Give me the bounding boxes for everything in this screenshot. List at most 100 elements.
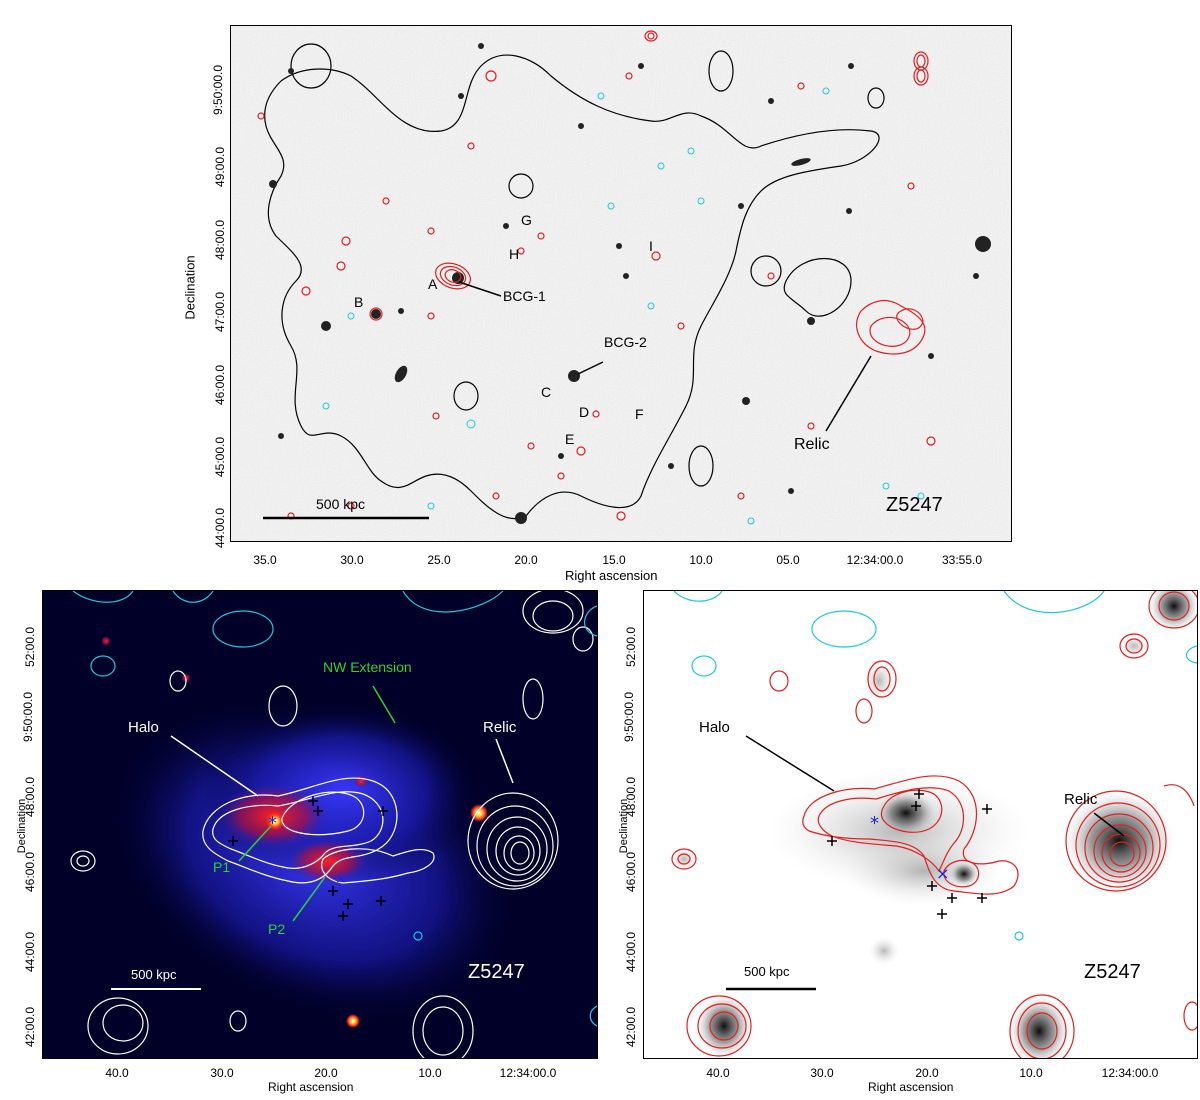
scale-bar-label: 500 kpc	[744, 964, 790, 979]
ra-tick: 25.0	[427, 553, 451, 567]
dec-tick: 42:00.0	[624, 1006, 639, 1048]
ra-tick: 10.0	[1019, 1066, 1043, 1080]
ra-tick: 30.0	[340, 553, 364, 567]
ra-tick: 35.0	[253, 553, 277, 567]
radio-panel-graphics: * ×	[670, 591, 1197, 1058]
ra-tick: 30.0	[210, 1066, 234, 1080]
negative-contours	[673, 591, 1197, 941]
radio-contours	[671, 591, 1197, 1058]
nw-pointer	[372, 685, 396, 724]
dec-tick: 45:00.0	[213, 436, 228, 478]
label-a: A	[428, 276, 438, 292]
relic-pointer	[825, 355, 872, 432]
bcg2-pointer	[577, 361, 604, 375]
panel-name: Z5247	[468, 961, 525, 983]
dec-tick: 52:00.0	[624, 626, 639, 668]
label-halo: Halo	[128, 719, 159, 736]
radio-diffuse-emission	[844, 836, 1004, 906]
galaxy-markers	[827, 789, 992, 919]
p2-pointer	[292, 876, 326, 922]
dec-tick: 48:00.0	[23, 776, 38, 818]
halo-pointer	[170, 735, 259, 797]
radio-panel: * × Halo Relic 500 kpc Z5247	[643, 590, 1198, 1059]
xray-panel: * × Halo Relic NW Extension P1 P2 500 kp…	[42, 590, 598, 1059]
radio-source	[670, 847, 698, 871]
dec-tick: 49:00.0	[213, 146, 228, 188]
halo-pointer	[745, 735, 835, 792]
xray-contour-islet	[453, 381, 479, 411]
dec-tick: 9:50:00.0	[21, 691, 36, 743]
xray-contour-islet	[688, 445, 714, 487]
ra-tick: 12:34:00.0	[1101, 1066, 1159, 1080]
galaxies	[269, 43, 991, 524]
xray-contour-islet	[708, 50, 734, 92]
radio-contours	[257, 30, 936, 521]
dec-tick: 46:00.0	[624, 851, 639, 893]
br-xlabel: Right ascension	[868, 1080, 954, 1094]
dec-tick: 44:00.0	[23, 931, 38, 973]
relic-pointer	[495, 738, 514, 784]
xray-point-source	[470, 804, 488, 822]
optical-noise-background	[231, 26, 1011, 541]
panel-name: Z5247	[886, 494, 943, 516]
label-nw-extension: NW Extension	[323, 659, 412, 675]
top-xlabel: Right ascension	[565, 568, 658, 583]
label-bcg1: BCG-1	[503, 288, 546, 304]
dec-tick: 52:00.0	[23, 626, 38, 668]
bl-xlabel: Right ascension	[268, 1080, 354, 1094]
dec-tick: 46:00.0	[23, 851, 38, 893]
label-b: B	[354, 294, 364, 310]
radio-source	[1119, 634, 1149, 658]
top-ylabel: Declination	[182, 255, 198, 320]
xray-point-source	[346, 1014, 360, 1028]
label-relic: Relic	[1064, 791, 1098, 808]
dec-tick: 9:50:00.0	[622, 691, 637, 743]
xray-contour-islet	[867, 87, 885, 109]
top-panel-graphics	[231, 26, 1011, 541]
ra-tick: 10.0	[689, 553, 713, 567]
label-f: F	[635, 406, 644, 422]
radio-source	[950, 862, 978, 886]
relic-pointer	[1093, 812, 1125, 837]
radio-source	[1149, 591, 1197, 631]
ra-tick: 05.0	[776, 553, 800, 567]
ra-tick: 30.0	[810, 1066, 834, 1080]
dec-tick: 44:00.0	[624, 931, 639, 973]
scale-bar-label: 500 kpc	[316, 496, 366, 512]
label-relic: Relic	[794, 436, 830, 453]
xray-contour-islet	[508, 173, 534, 199]
dec-tick: 44:00.0	[213, 507, 228, 549]
label-relic: Relic	[483, 719, 517, 736]
xray-contour	[264, 54, 880, 520]
radio-source	[1064, 791, 1174, 891]
label-p2: P2	[268, 921, 286, 937]
label-g: G	[521, 212, 532, 228]
ra-tick: 20.0	[514, 553, 538, 567]
dec-tick: 9:50:00.0	[211, 64, 226, 116]
label-h: H	[509, 246, 520, 262]
dec-tick: 42:00.0	[23, 1006, 38, 1048]
scale-bar-label: 500 kpc	[131, 967, 177, 982]
p1-pointer	[238, 825, 272, 862]
ra-tick: 20.0	[915, 1066, 939, 1080]
xray-contour-islet	[783, 258, 852, 317]
panel-name: Z5247	[1084, 961, 1141, 983]
xray-point-source	[266, 812, 284, 830]
bcg2-marker: ×	[335, 871, 347, 887]
xray-point-source	[354, 774, 368, 788]
top-optical-panel: BCG-1 BCG-2 Relic A B C D E F G H I 500 …	[230, 25, 1012, 542]
bcg1-marker: *	[268, 813, 277, 834]
xray-contour-islet	[290, 43, 332, 89]
xray-contour-islet	[750, 255, 782, 287]
bcg1-marker: *	[870, 813, 879, 834]
ra-tick: 20.0	[314, 1066, 338, 1080]
dec-tick: 46:00.0	[213, 364, 228, 406]
negative-contours	[72, 591, 597, 1027]
dec-tick: 48:00.0	[624, 776, 639, 818]
radio-source	[876, 791, 936, 835]
radio-contours-white	[70, 591, 594, 1058]
galaxy-markers	[228, 796, 388, 921]
ra-tick: 40.0	[706, 1066, 730, 1080]
ra-tick: 12:34:00.0	[846, 553, 904, 567]
ra-tick: 40.0	[105, 1066, 129, 1080]
